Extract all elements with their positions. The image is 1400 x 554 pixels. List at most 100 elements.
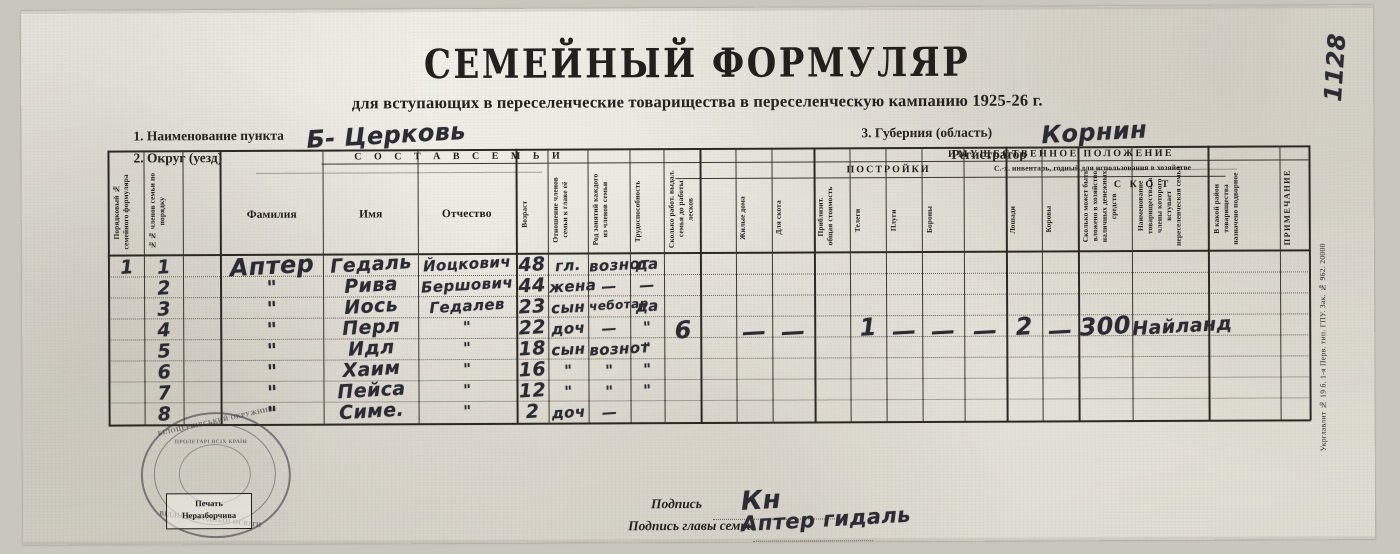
cell-occupation: —: [601, 402, 618, 422]
colhdr-relation: Отношение членов семьи к главе её: [550, 176, 570, 243]
cell-occupation: —: [600, 276, 618, 296]
colhdr-ability: Трудоспособность: [632, 180, 642, 243]
col-rule-2: [182, 150, 185, 426]
cell-patronymic: ": [462, 359, 473, 379]
colhdr-occupation: Род занятий каждого из членов семьи: [590, 173, 610, 246]
cell-occupation: ": [604, 382, 615, 401]
family-table: С О С Т А В С Е М Ь И ИМУЩЕСТВЕННОЕ ПОЛО…: [107, 145, 1312, 427]
summary-association: Найланд: [1131, 312, 1233, 341]
seal-note-line2: Неразборчива: [181, 510, 237, 521]
summary-dwelling: —: [741, 317, 768, 347]
cell-relation: доч: [551, 402, 587, 423]
cell-relation: доч: [550, 318, 586, 339]
cell-patronymic: ": [462, 401, 473, 421]
cell-occupation: вознот: [588, 254, 650, 276]
colhdr-work-days: Сколько работ. выдал. семья до работы ле…: [666, 170, 695, 249]
colhdr-district: В какой район товарищества назначено под…: [1211, 172, 1240, 245]
cell-patronymic: Гедалев: [428, 294, 506, 318]
summary-carts: 1: [858, 312, 878, 342]
signature-label: Подпись: [650, 495, 702, 512]
cell-ability: ": [642, 339, 652, 358]
cell-name: Симе.: [338, 398, 405, 425]
summary-harrows: —: [930, 316, 957, 346]
cell-ability: да: [634, 254, 659, 274]
seal-text-inner: ПРОЛЕТАРІ ВСІХ КРАЇН: [174, 438, 248, 446]
cell-age: 22: [518, 315, 547, 340]
col-rule-15: [849, 147, 852, 423]
summary-impl-extra: —: [972, 316, 999, 346]
group-buildings: ПОСТРОЙКИ: [846, 163, 931, 176]
colhdr-money: Сколько может быть вложено в хозяйство н…: [1080, 170, 1119, 243]
paper-edge-top: [20, 5, 1373, 14]
summary-plows: —: [891, 316, 918, 346]
cell-patronymic: ": [462, 380, 473, 400]
colhdr-approx-value: Приблизит. общая стоимость: [815, 186, 835, 246]
col-rule-11: [699, 147, 703, 423]
group-family-composition: С О С Т А В С Е М Ь И: [354, 150, 565, 163]
colhdr-livestock-bld: Для скота: [773, 200, 783, 235]
col-rule-16: [885, 147, 888, 423]
col-rule-18: [963, 146, 966, 422]
cell-ability: ": [642, 381, 653, 400]
head-signature-label: Подпись главы семьи: [628, 517, 755, 534]
col-rule-17: [921, 147, 924, 423]
cell-occupation: чеботар: [588, 296, 649, 314]
seal-note-line1: Печать: [195, 498, 223, 509]
colhdr-carts: Телеги: [852, 208, 862, 233]
summary-horses: 2: [1014, 312, 1034, 342]
cell-relation: жена: [548, 275, 597, 297]
cell-occupation: —: [601, 318, 618, 338]
printing-imprint: Укрглавлит № 19 б. 1-я Перв. тип. ГПУ. З…: [1317, 243, 1328, 452]
seal-illegible-note: Печать Неразборчива: [165, 492, 253, 530]
cell-form-no: 1: [119, 256, 135, 279]
summary-work-days: 6: [673, 315, 693, 345]
summary-cows: —: [1047, 315, 1074, 346]
colhdr-harrows: Бороны: [924, 205, 934, 233]
colhdr-plows: Плуги: [888, 209, 898, 232]
cell-relation: сын: [550, 297, 586, 318]
cell-age: 16: [518, 357, 547, 382]
cell-ability: ": [642, 360, 653, 379]
cell-patronymic: ": [462, 317, 472, 337]
col-rule-19: [1005, 146, 1009, 422]
colhdr-cows: Коровы: [1043, 206, 1053, 233]
summary-livestock-bld: —: [780, 316, 807, 347]
cell-occupation: ": [604, 361, 615, 380]
col-rule-20: [1041, 146, 1044, 422]
col-rule-25: [1308, 145, 1312, 421]
col-rule-23: [1207, 145, 1211, 421]
cell-patronymic: Йоцкович: [422, 252, 512, 276]
cell-patronymic: ": [462, 338, 472, 358]
cell-age: 23: [517, 294, 547, 319]
cell-age: 44: [517, 273, 547, 298]
colhdr-surname: Фамилия: [246, 208, 297, 221]
cell-age: 18: [518, 336, 547, 361]
colhdr-age: Возраст: [519, 200, 529, 228]
page-subtitle: для вступающих в переселенческие товарищ…: [351, 90, 1043, 113]
cell-age: 12: [518, 378, 547, 403]
cell-ability: ": [642, 318, 652, 337]
point-label: 1. Наименование пункта: [133, 127, 284, 144]
cell-ability: да: [635, 296, 660, 316]
cell-occupation: вознот: [588, 338, 651, 360]
colhdr-dwelling: Жилые дома: [737, 195, 747, 240]
cell-ability: —: [638, 275, 656, 295]
colhdr-patronymic: Отчество: [441, 207, 492, 221]
col-rule-10: [663, 148, 666, 424]
guberniya-value: Корнин: [1040, 115, 1148, 150]
colhdr-association: Наименование товарищества, в члены котор…: [1135, 166, 1183, 246]
cell-age: 2: [525, 400, 541, 424]
colhdr-name: Имя: [359, 208, 383, 221]
cell-relation: ": [563, 382, 574, 401]
page-title: СЕМЕЙНЫЙ ФОРМУЛЯР: [423, 39, 971, 89]
group-property-status: ИМУЩЕСТВЕННОЕ ПОЛОЖЕНИЕ: [947, 147, 1174, 160]
summary-money: 300: [1078, 310, 1132, 342]
cell-relation: гл.: [554, 255, 582, 276]
cell-relation: ": [563, 361, 574, 380]
guberniya-label: 3. Губерния (область): [861, 124, 993, 141]
colhdr-horses: Лошади: [1007, 205, 1017, 234]
document-sheet: 1128 СЕМЕЙНЫЙ ФОРМУЛЯР для вступающих в …: [20, 5, 1376, 545]
cell-patronymic: Бершович: [420, 273, 514, 297]
colhdr-member-no: №№ членов семьи по порядку: [147, 173, 167, 250]
cell-age: 48: [517, 252, 547, 277]
